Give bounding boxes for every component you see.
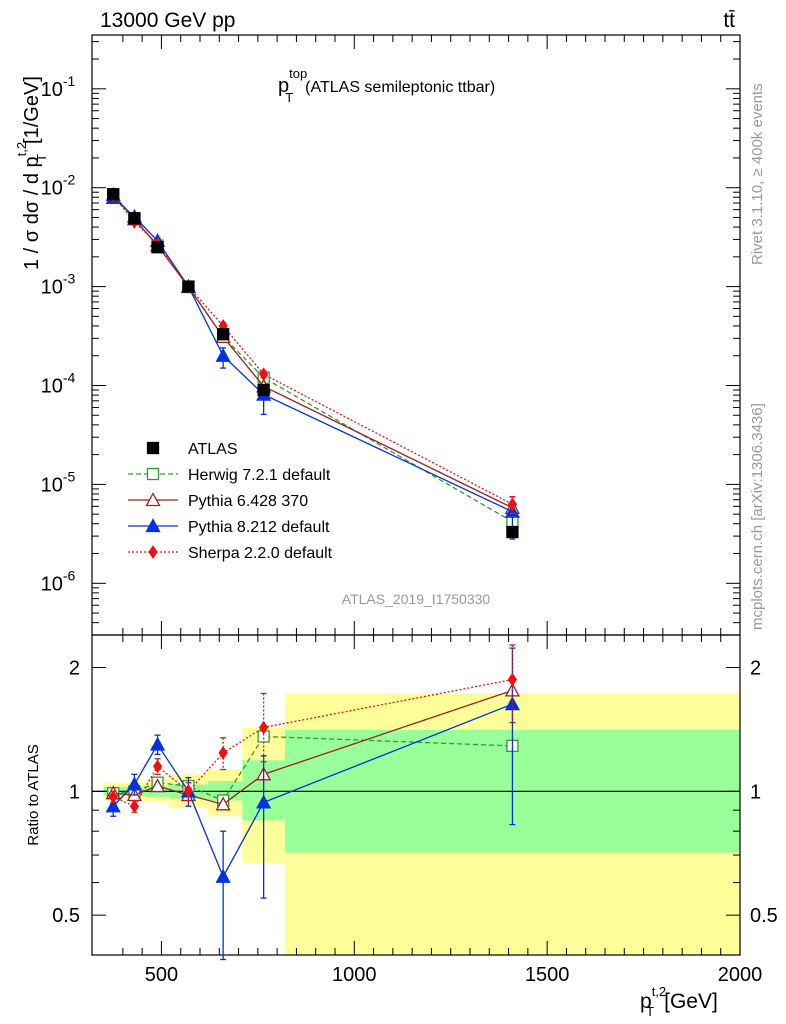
main-atlas-point-3 <box>182 280 195 293</box>
title-subscript: T <box>285 90 293 105</box>
energy-label: 13000 GeV pp <box>100 9 235 32</box>
ratio-ytick-label-left: 2 <box>69 658 80 680</box>
legend-entry-3: Pythia 8.212 default <box>128 518 330 536</box>
ratio-point-3-2 <box>152 759 163 774</box>
legend-label-0: ATLAS <box>188 441 238 458</box>
ratio-point-3-1 <box>129 799 140 814</box>
legend-label-4: Sherpa 2.2.0 default <box>188 545 333 562</box>
main-series-3 <box>105 189 521 540</box>
main-ytick-label: 10-6 <box>41 567 76 595</box>
main-series-4 <box>108 188 518 514</box>
ratio-panel: 0.5 0.5 1 1 2 2 500 1000 1500 2000 <box>52 634 778 986</box>
mcplots-label: mcplots.cern.ch [arXiv:1306.3436] <box>749 403 766 630</box>
legend-marker-0 <box>146 441 160 455</box>
main-atlas-point-6 <box>506 525 519 539</box>
ratio-ytick-label-left: 1 <box>69 781 80 803</box>
legend-entry-0: ATLAS <box>146 441 238 458</box>
ratio-point-1-2 <box>149 778 166 793</box>
title-main: p <box>278 75 289 97</box>
ratio-point-2-1 <box>126 776 143 791</box>
ratio-xtick-label: 1500 <box>525 964 570 986</box>
ratio-point-3-5 <box>259 720 269 735</box>
main-series-2 <box>105 186 521 514</box>
ratio-ytick-label-right: 0.5 <box>750 905 778 927</box>
ratio-ytick-label-right: 1 <box>750 781 761 803</box>
legend-entry-2: Pythia 6.428 370 <box>128 492 308 510</box>
ratio-point-2-4 <box>215 868 231 883</box>
ratio-point-3-0 <box>108 789 118 804</box>
main-point-3-4 <box>215 347 231 362</box>
ratio-ytick-label-left: 0.5 <box>52 905 80 927</box>
ratio-xtick-label: 2000 <box>718 964 763 986</box>
legend-marker-2 <box>145 492 161 507</box>
main-atlas-point-1 <box>128 212 141 225</box>
plot-title: ptop T (ATLAS semileptonic ttbar) <box>278 66 495 105</box>
main-point-3-6 <box>504 503 521 518</box>
ratio-point-3-4 <box>218 746 228 760</box>
main-atlas-point-5 <box>257 383 270 397</box>
main-point-4-5 <box>259 367 269 382</box>
ratio-y-axis-label: Ratio to ATLAS <box>25 744 42 845</box>
legend-entry-1: Herwig 7.2.1 default <box>128 467 331 484</box>
ratio-frame <box>91 634 741 956</box>
title-rest: (ATLAS semileptonic ttbar) <box>305 79 495 96</box>
main-atlas-point-2 <box>151 241 164 254</box>
ratio-xtick-label: 1000 <box>332 964 377 986</box>
main-ytick-label: 10-3 <box>41 271 76 299</box>
main-series-line-3 <box>112 197 513 513</box>
ratio-xtick-label: 500 <box>145 964 178 986</box>
main-ytick-label: 10-1 <box>41 73 76 101</box>
legend-label-1: Herwig 7.2.1 default <box>188 467 331 484</box>
ratio-point-2-5 <box>256 794 272 809</box>
analysis-id-label: ATLAS_2019_I1750330 <box>342 591 491 607</box>
ratio-series-3 <box>108 644 518 814</box>
main-series-line-4 <box>112 195 513 505</box>
title-superscript: top <box>289 66 307 81</box>
main-point-4-6 <box>507 497 518 512</box>
main-ytick-label: 10-5 <box>41 468 76 496</box>
main-ytick-label: 10-4 <box>41 369 76 397</box>
main-ytick-label: 10-2 <box>41 172 76 200</box>
legend-marker-3 <box>145 518 161 533</box>
ratio-ytick-label-right: 2 <box>750 658 761 680</box>
legend-label-3: Pythia 8.212 default <box>188 519 330 536</box>
legend: ATLAS Herwig 7.2.1 default Pythia 6.428 37… <box>128 441 333 562</box>
ratio-point-2-2 <box>149 736 166 751</box>
process-label: tt̄ <box>723 9 735 32</box>
main-series-line-2 <box>112 194 513 509</box>
ratio-point-1-4 <box>215 796 231 811</box>
ratio-point-3-6 <box>507 672 518 687</box>
main-y-axis-label: 1 / σ dσ / d pt,2T[1/GeV] <box>14 76 49 270</box>
ratio-point-3-3 <box>183 784 194 799</box>
legend-entry-4: Sherpa 2.2.0 default <box>128 545 333 562</box>
ratio-point-2-0 <box>105 798 121 813</box>
legend-marker-4 <box>148 545 158 559</box>
x-axis-label: pt,2 T [GeV] <box>640 984 718 1019</box>
legend-label-2: Pythia 6.428 370 <box>188 493 308 510</box>
main-panel: 10-6 10-5 10-4 10-3 10-2 10-1 <box>41 34 741 636</box>
legend-marker-1 <box>146 467 160 481</box>
main-atlas-point-0 <box>107 188 120 201</box>
main-atlas-point-4 <box>216 328 230 341</box>
rivet-version-label: Rivet 3.1.10, ≥ 400k events <box>749 83 766 265</box>
